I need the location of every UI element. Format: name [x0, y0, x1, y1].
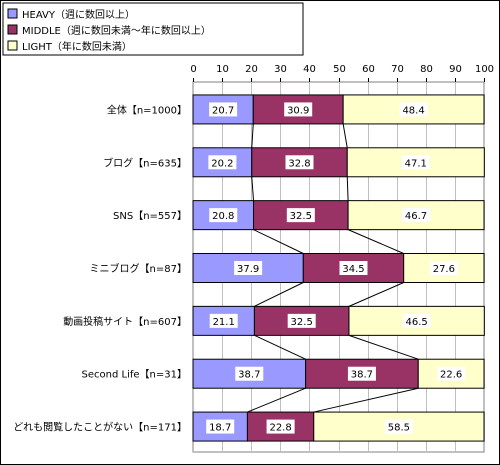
data-label-box [401, 155, 430, 170]
series-line [342, 123, 348, 148]
data-label-box [384, 419, 413, 434]
legend [2, 2, 304, 56]
category-label: SNS【n=557】 [113, 210, 187, 222]
data-label-box [339, 261, 368, 275]
x-tick-label: 30 [274, 64, 287, 75]
data-label: 21.1 [213, 317, 235, 328]
series-line [348, 334, 419, 360]
data-label: 37.9 [237, 264, 259, 275]
legend-swatch [7, 40, 18, 51]
x-tick-label: 70 [391, 64, 404, 75]
legend-swatch [7, 8, 18, 19]
data-label: 38.7 [238, 370, 260, 381]
data-label: 46.7 [405, 211, 427, 222]
series-line [346, 176, 349, 201]
series-line [348, 282, 404, 307]
data-label: 18.7 [209, 423, 231, 434]
x-tick-label: 100 [475, 64, 494, 75]
data-label: 34.5 [342, 264, 364, 275]
data-label: 46.5 [406, 317, 428, 328]
x-tick-label: 90 [449, 64, 462, 75]
legend-label: HEAVY（週に数回以上） [22, 8, 135, 21]
data-label: 47.1 [405, 158, 427, 169]
data-label: 32.5 [291, 317, 313, 328]
x-tick-label: 80 [420, 64, 433, 75]
bar-segment [346, 147, 485, 178]
x-tick-label: 40 [303, 64, 316, 75]
data-label: 20.7 [212, 105, 234, 116]
data-label-box [399, 102, 428, 117]
category-label: どれも閲覧したことがない【n=171】 [13, 421, 187, 434]
bar-segment [253, 200, 349, 231]
data-label: 27.6 [433, 264, 455, 275]
data-label-box [266, 419, 295, 434]
data-label-box [402, 208, 431, 223]
data-label-box [284, 102, 313, 117]
series-line [254, 334, 306, 360]
series-line [313, 387, 419, 413]
data-label: 20.8 [212, 211, 234, 222]
bar-segment [342, 94, 485, 125]
data-label-box [285, 155, 314, 170]
data-label: 20.2 [211, 158, 233, 169]
data-label: 38.7 [351, 370, 373, 381]
series-line [251, 176, 255, 201]
data-label: 48.4 [402, 105, 424, 116]
data-label-box [209, 102, 238, 117]
legend-label: MIDDLE（週に数回未満～年に数回以上） [22, 24, 211, 37]
x-tick-label: 60 [362, 64, 375, 75]
category-label: ブログ【n=635】 [103, 156, 187, 169]
data-label-box [429, 261, 458, 275]
legend-label: LIGHT（年に数回未満） [22, 40, 132, 53]
data-label-box [209, 208, 238, 223]
data-label-box [235, 366, 264, 381]
data-label: 58.5 [388, 423, 410, 434]
x-tick-label: 20 [245, 64, 258, 75]
category-label: Second Life【n=31】 [82, 369, 187, 381]
data-label-box [287, 313, 316, 328]
data-label-box [402, 313, 431, 328]
x-tick-label: 50 [333, 64, 346, 75]
category-label: 全体【n=1000】 [107, 103, 187, 116]
data-label-box [437, 366, 466, 381]
series-line [251, 123, 254, 148]
category-label: 動画投稿サイト【n=607】 [63, 315, 187, 328]
data-label-box [206, 419, 235, 434]
legend-swatch [7, 24, 18, 35]
data-label: 30.9 [287, 105, 309, 116]
x-tick-label: 10 [216, 64, 229, 75]
data-label: 32.5 [290, 211, 312, 222]
data-label: 32.8 [288, 158, 310, 169]
data-label: 22.8 [269, 423, 291, 434]
data-label-box [208, 155, 237, 170]
category-label: ミニブログ【n=87】 [90, 262, 187, 275]
x-tick-label: 0 [190, 64, 196, 75]
data-label-box [209, 313, 238, 328]
data-label-box [286, 208, 315, 223]
series-line [247, 387, 306, 413]
series-line [347, 229, 404, 254]
series-line [253, 229, 304, 254]
data-label-box [347, 366, 376, 381]
series-line [254, 282, 304, 307]
data-label-box [234, 261, 263, 275]
data-label: 22.6 [440, 370, 462, 381]
